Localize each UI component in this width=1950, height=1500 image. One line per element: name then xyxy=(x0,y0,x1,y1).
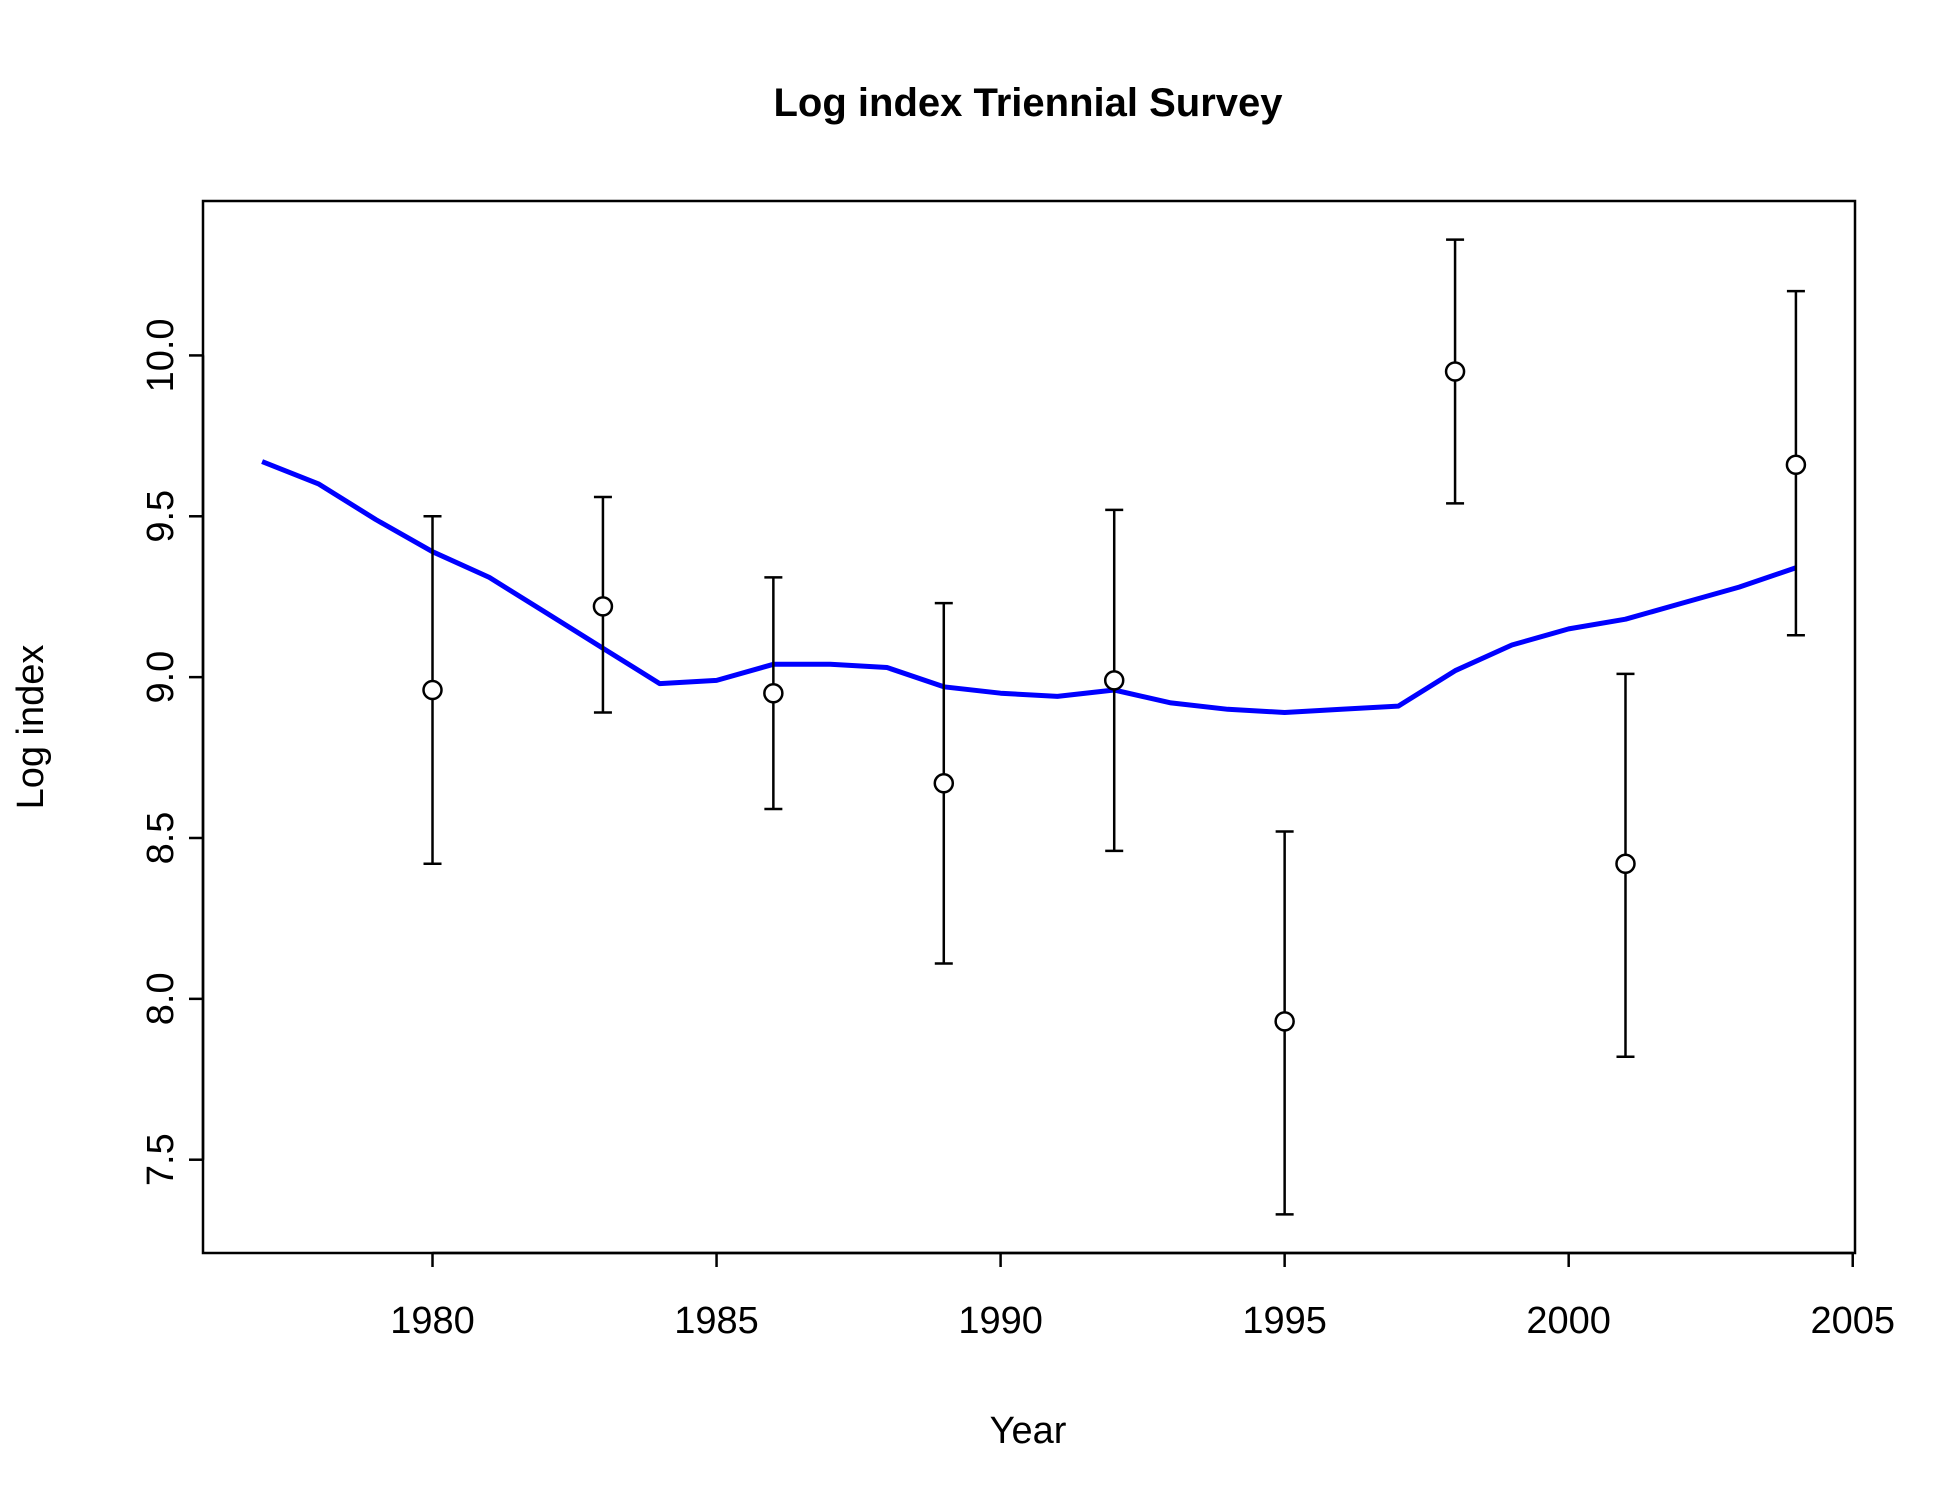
data-point xyxy=(592,596,614,617)
data-point xyxy=(1444,361,1466,382)
y-axis: 7.5 8.0 8.5 9.0 9.5 10.0 xyxy=(140,318,205,1186)
fitted-series xyxy=(261,459,1797,715)
x-axis: 1980 1985 1990 1995 2000 2005 xyxy=(390,1251,1895,1342)
data-point xyxy=(1274,1011,1295,1032)
observation-group xyxy=(1615,672,1636,1059)
observation-group xyxy=(763,576,784,811)
observation-group xyxy=(1785,289,1807,637)
x-tick-label: 1980 xyxy=(390,1300,475,1342)
y-tick-label: 8.0 xyxy=(140,972,182,1025)
observation-group xyxy=(1274,830,1295,1216)
x-tick-label: 1990 xyxy=(958,1300,1043,1342)
observation-group xyxy=(422,515,443,865)
x-tick-label: 1995 xyxy=(1242,1300,1327,1342)
data-point xyxy=(422,679,443,701)
observation-group xyxy=(1103,508,1125,853)
y-tick-label: 7.5 xyxy=(140,1133,182,1186)
observation-group xyxy=(933,601,955,965)
data-point xyxy=(1103,670,1125,691)
data-point xyxy=(1615,853,1636,874)
observation-group xyxy=(592,495,614,714)
plot-frame xyxy=(201,199,1857,1255)
y-tick-label: 9.5 xyxy=(140,490,182,543)
data-point xyxy=(1785,454,1807,476)
observation-group xyxy=(1444,238,1466,505)
data-point xyxy=(933,773,955,794)
x-tick-label: 2000 xyxy=(1526,1300,1611,1342)
y-tick-label: 8.5 xyxy=(140,812,182,865)
y-tick-label: 9.0 xyxy=(140,651,182,704)
y-tick-label: 10.0 xyxy=(140,318,182,392)
x-axis-label: Year xyxy=(990,1410,1067,1452)
y-axis-label: Log index xyxy=(10,645,52,810)
x-tick-label: 2005 xyxy=(1810,1300,1895,1342)
data-point xyxy=(763,682,784,704)
chart-title: Log index Triennial Survey xyxy=(773,81,1283,125)
fitted-line xyxy=(261,459,1797,715)
x-tick-label: 1985 xyxy=(674,1300,759,1342)
observed-series xyxy=(422,238,1807,1216)
